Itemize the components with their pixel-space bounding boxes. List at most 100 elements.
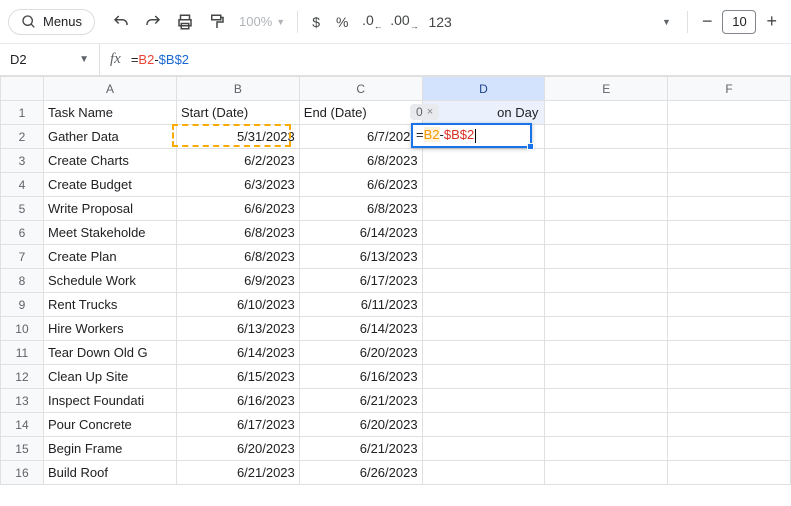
cell[interactable] [422,197,545,221]
cell[interactable] [545,437,668,461]
cell[interactable] [422,437,545,461]
cell[interactable]: Rent Trucks [43,293,176,317]
cell[interactable] [545,173,668,197]
increase-font-button[interactable]: + [760,11,783,32]
increase-decimal-button[interactable]: .00→ [390,8,418,36]
percent-button[interactable]: % [330,14,354,30]
cell[interactable]: Build Roof [43,461,176,485]
cell[interactable]: 6/8/2023 [299,149,422,173]
col-header-C[interactable]: C [299,77,422,101]
cell[interactable]: Pour Concrete [43,413,176,437]
col-header-D[interactable]: D [422,77,545,101]
row-header-14[interactable]: 14 [1,413,44,437]
spreadsheet-grid[interactable]: ABCDEF1Task NameStart (Date)End (Date)on… [0,76,791,485]
cell[interactable]: Meet Stakeholde [43,221,176,245]
cell[interactable]: 6/8/2023 [176,221,299,245]
cell[interactable] [422,245,545,269]
cell[interactable]: End (Date) [299,101,422,125]
cell[interactable] [668,269,791,293]
cell[interactable] [422,221,545,245]
cell[interactable]: 6/8/2023 [176,245,299,269]
cell[interactable] [668,245,791,269]
redo-button[interactable] [139,8,167,36]
cell[interactable] [668,197,791,221]
cell[interactable] [545,125,668,149]
cell[interactable]: 6/16/2023 [299,365,422,389]
cell[interactable] [668,149,791,173]
cell[interactable] [668,293,791,317]
cell[interactable]: 6/16/2023 [176,389,299,413]
cell[interactable] [422,149,545,173]
cell[interactable]: 6/20/2023 [176,437,299,461]
undo-button[interactable] [107,8,135,36]
cell[interactable] [668,365,791,389]
cell[interactable] [668,437,791,461]
cell[interactable]: Clean Up Site [43,365,176,389]
cell[interactable]: 5/31/2023 [176,125,299,149]
cell[interactable]: Schedule Work [43,269,176,293]
cell[interactable]: Start (Date) [176,101,299,125]
cell[interactable]: 6/21/2023 [176,461,299,485]
row-header-12[interactable]: 12 [1,365,44,389]
row-header-5[interactable]: 5 [1,197,44,221]
cell[interactable] [422,461,545,485]
cell[interactable]: 6/2/2023 [176,149,299,173]
cell[interactable] [545,461,668,485]
col-header-F[interactable]: F [668,77,791,101]
cell[interactable] [545,341,668,365]
cell[interactable] [668,101,791,125]
row-header-16[interactable]: 16 [1,461,44,485]
cell[interactable]: Inspect Foundati [43,389,176,413]
cell[interactable]: 6/7/2023 [299,125,422,149]
cell[interactable] [668,221,791,245]
row-header-1[interactable]: 1 [1,101,44,125]
cell[interactable] [668,341,791,365]
cell[interactable] [545,365,668,389]
cell[interactable]: 6/6/2023 [299,173,422,197]
cell[interactable] [545,197,668,221]
row-header-6[interactable]: 6 [1,221,44,245]
cell[interactable]: Create Budget [43,173,176,197]
cell[interactable]: 6/3/2023 [176,173,299,197]
cell[interactable] [422,389,545,413]
cell[interactable]: Gather Data [43,125,176,149]
row-header-11[interactable]: 11 [1,341,44,365]
cell[interactable]: Create Charts [43,149,176,173]
cell[interactable] [422,269,545,293]
cell[interactable]: 6/20/2023 [299,413,422,437]
cell[interactable]: 6/15/2023 [176,365,299,389]
cell[interactable]: Create Plan [43,245,176,269]
cell[interactable] [545,149,668,173]
cell[interactable]: Tear Down Old G [43,341,176,365]
row-header-9[interactable]: 9 [1,293,44,317]
paint-format-button[interactable] [203,8,231,36]
cell[interactable]: 6/9/2023 [176,269,299,293]
cell[interactable]: 6/21/2023 [299,389,422,413]
col-header-E[interactable]: E [545,77,668,101]
cell[interactable]: 6/26/2023 [299,461,422,485]
cell[interactable]: 6/8/2023 [299,197,422,221]
cell[interactable] [668,389,791,413]
cell[interactable]: on Day [422,101,545,125]
cell[interactable] [668,461,791,485]
more-formats-button[interactable]: 123 [422,14,457,30]
decrease-decimal-button[interactable]: .0← [358,8,386,36]
cell[interactable] [545,293,668,317]
cell[interactable] [545,245,668,269]
cell[interactable] [422,341,545,365]
col-header-B[interactable]: B [176,77,299,101]
cell[interactable]: 6/14/2023 [299,317,422,341]
cell[interactable]: 6/13/2023 [176,317,299,341]
row-header-15[interactable]: 15 [1,437,44,461]
cell[interactable] [545,269,668,293]
cell[interactable] [422,365,545,389]
zoom-dropdown[interactable]: 100%▼ [235,14,289,29]
cell[interactable]: Task Name [43,101,176,125]
font-size-input[interactable]: 10 [722,10,756,34]
cell[interactable] [668,125,791,149]
cell[interactable] [422,293,545,317]
close-icon[interactable]: × [427,106,433,118]
cell[interactable]: 6/17/2023 [176,413,299,437]
cell[interactable]: 6/21/2023 [299,437,422,461]
menus-button[interactable]: Menus [8,9,95,35]
